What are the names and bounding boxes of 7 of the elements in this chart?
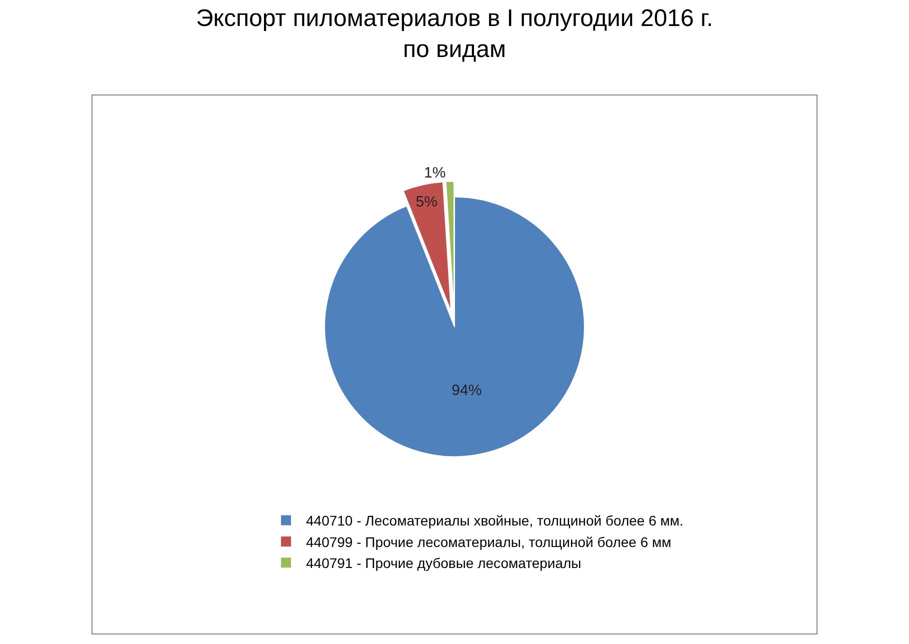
legend-label: 440710 - Лесоматериалы хвойные, толщиной более 6 мм. (306, 512, 684, 529)
legend-label: 440799 - Прочие лесоматериалы, толщиной более 6 мм (306, 534, 672, 550)
legend-label: 440791 - Прочие дубовые лесоматериалы (306, 555, 582, 572)
chart-title: Экспорт пиломатериалов в I полугодии 2016 г. по видам (196, 4, 714, 63)
data-label: 94% (452, 382, 482, 400)
data-label: 1% (424, 164, 446, 182)
data-label: 5% (416, 193, 438, 210)
